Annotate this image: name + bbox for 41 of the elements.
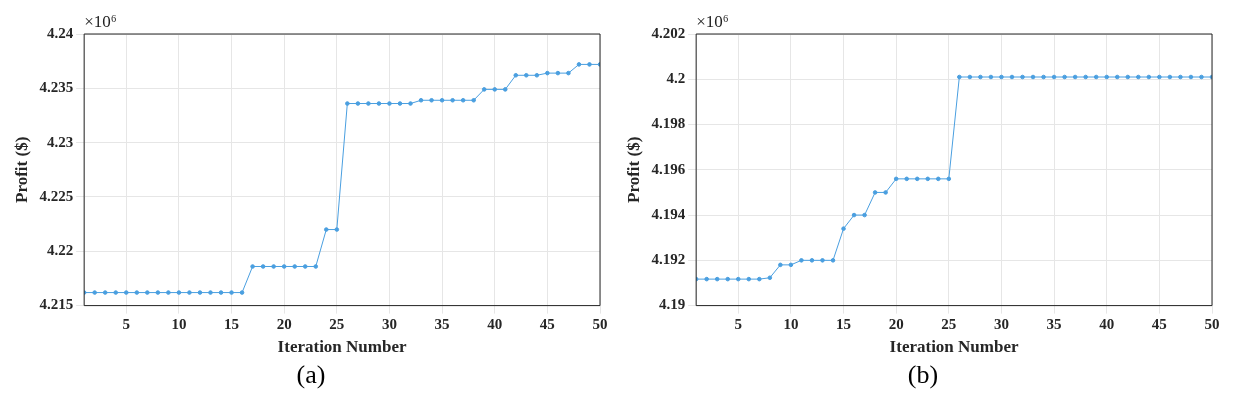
x-tick-label: 45 [539, 316, 555, 333]
y-tick-label: 4.22 [46, 242, 74, 259]
y-axis-title: Profit ($) [623, 136, 643, 203]
text: (b) [906, 360, 940, 390]
x-tick-label: 20 [276, 316, 292, 333]
x-tick-label: 15 [224, 316, 240, 333]
text: ×10⁶ [696, 11, 729, 31]
x-tick-label: 5 [122, 316, 131, 333]
x-tick-label: 20 [888, 316, 904, 333]
y-tick-label: 4.196 [651, 160, 686, 177]
y-tick-label: 4.202 [651, 24, 686, 41]
x-tick-label: 25 [941, 316, 957, 333]
x-tick-label: 5 [734, 316, 743, 333]
y-tick-label: 4.235 [39, 79, 74, 96]
x-tick-label: 50 [1204, 316, 1220, 333]
x-axis-title: Iteration Number [277, 337, 407, 357]
text: ×10⁶ [84, 11, 117, 31]
x-tick-label: 35 [1046, 316, 1062, 333]
y-tick-label: 4.194 [651, 205, 686, 222]
x-tick-label: 10 [783, 316, 799, 333]
y-tick-label: 4.215 [39, 296, 74, 313]
y-tick-label: 4.19 [658, 296, 686, 313]
x-tick-label: 30 [993, 316, 1009, 333]
x-tick-label: 25 [329, 316, 345, 333]
y-tick-label: 4.24 [46, 24, 74, 41]
x-tick-label: 40 [487, 316, 503, 333]
y-tick-label: 4.192 [651, 251, 686, 268]
text: (a) [295, 360, 327, 390]
x-tick-label: 45 [1151, 316, 1167, 333]
x-tick-label: 50 [592, 316, 608, 333]
y-tick-label: 4.198 [651, 115, 686, 132]
x-tick-label: 35 [434, 316, 450, 333]
y-tick-label: 4.23 [46, 133, 74, 150]
x-tick-label: 15 [836, 316, 852, 333]
x-tick-label: 40 [1099, 316, 1115, 333]
y-axis-title: Profit ($) [11, 136, 31, 203]
x-tick-label: 30 [381, 316, 397, 333]
x-tick-label: 10 [171, 316, 187, 333]
y-tick-label: 4.2 [666, 70, 686, 87]
x-axis-title: Iteration Number [889, 337, 1019, 357]
y-tick-label: 4.225 [39, 187, 74, 204]
